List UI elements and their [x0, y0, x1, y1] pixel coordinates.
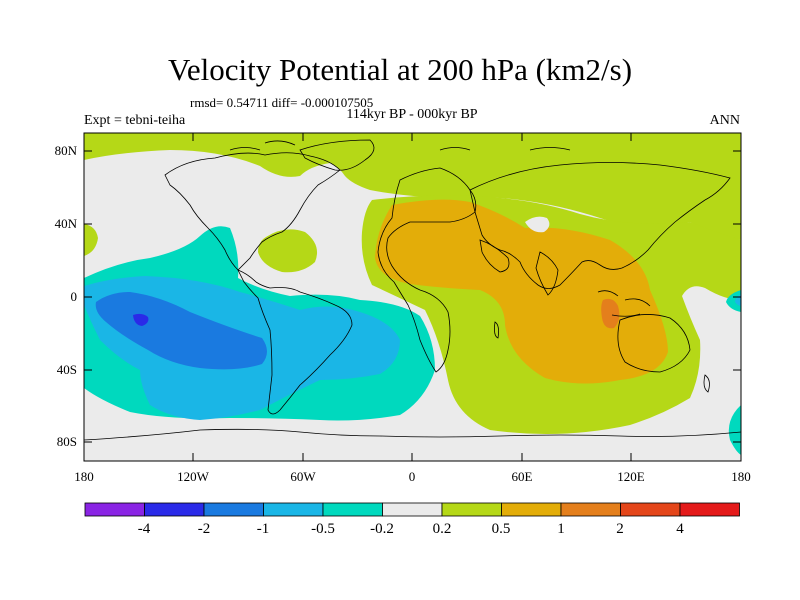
positive-weak-region-north [84, 133, 741, 240]
axis-ticks [83, 133, 742, 461]
colorbar-box [560, 502, 621, 517]
colorbar-label: 0.5 [491, 521, 511, 537]
colorbar-label: 4 [676, 521, 684, 537]
lat-label-40s: 40S [56, 362, 77, 377]
positive-weak-region-gulf [258, 229, 318, 273]
colorbar-box [382, 502, 443, 517]
lon-label-120w: 120W [177, 469, 209, 484]
positive-strong-region [601, 298, 620, 329]
period-label: 114kyr BP - 000kyr BP [346, 107, 478, 122]
colorbar-box [501, 502, 562, 517]
lat-label-0: 0 [70, 289, 78, 304]
positive-mid-region [375, 199, 668, 384]
colorbar-label: -1 [256, 521, 270, 537]
lon-label-180w: 180 [74, 469, 94, 484]
colorbar-label: -0.2 [370, 521, 394, 537]
lat-label-40n: 40N [54, 216, 77, 231]
lon-label-0: 0 [408, 469, 416, 484]
season-label: ANN [709, 113, 740, 128]
colorbar-label: -2 [197, 521, 211, 537]
colorbar-label: -0.5 [311, 521, 335, 537]
colorbar-label: 0.2 [432, 521, 452, 537]
coastlines [84, 139, 741, 441]
chart-title: Velocity Potential at 200 hPa (km2/s) [167, 52, 633, 87]
negative-strong-region [95, 292, 267, 370]
lon-label-180e: 180 [731, 469, 751, 484]
lat-label-80n: 80N [54, 143, 77, 158]
colorbar-box [84, 502, 145, 517]
negative-max-region [133, 313, 149, 326]
negative-weak-region-east-edge [726, 290, 741, 312]
contour-fill-layer [84, 133, 741, 461]
colorbar-box [203, 502, 264, 517]
colorbar-label: 1 [557, 521, 565, 537]
rmsd-diff-stats: rmsd= 0.54711 diff= -0.000107505 [190, 95, 374, 110]
lon-label-120e: 120E [617, 469, 645, 484]
colorbar [84, 502, 740, 517]
positive-weak-region-westpac [84, 224, 98, 256]
colorbar-box [322, 502, 383, 517]
lon-label-60e: 60E [511, 469, 533, 484]
colorbar-label: -4 [137, 521, 151, 537]
colorbar-box [263, 502, 324, 517]
colorbar-box [679, 502, 740, 517]
colorbar-box [144, 502, 205, 517]
colorbar-box [441, 502, 502, 517]
colorbar-box [620, 502, 681, 517]
lat-label-80s: 80S [56, 434, 77, 449]
colorbar-label: 2 [616, 521, 624, 537]
neutral-hole-middle-east [525, 216, 550, 233]
experiment-label: Expt = tebni-teiha [84, 113, 186, 128]
lon-label-60w: 60W [290, 469, 316, 484]
